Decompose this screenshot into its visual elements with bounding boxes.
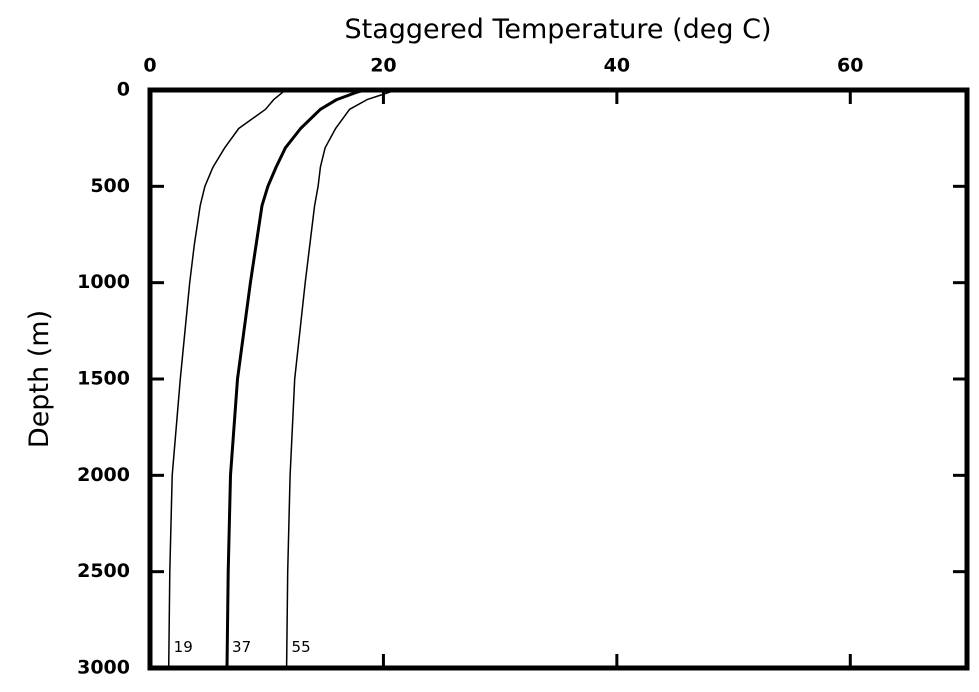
series-label: 19 xyxy=(174,638,193,656)
y-tick-label: 2000 xyxy=(77,464,130,486)
x-tick-label: 0 xyxy=(143,55,156,77)
x-tick-label: 20 xyxy=(370,55,396,77)
y-tick-label: 500 xyxy=(90,175,130,197)
x-tick-label: 40 xyxy=(604,55,630,77)
x-tick-label: 60 xyxy=(837,55,863,77)
profile-line xyxy=(167,89,291,669)
series-label: 55 xyxy=(292,638,311,656)
chart-title: Staggered Temperature (deg C) xyxy=(344,14,771,45)
profile-line xyxy=(225,88,366,669)
y-tick-label: 2500 xyxy=(77,560,130,582)
y-tick-label: 3000 xyxy=(77,657,130,679)
y-tick-label: 0 xyxy=(117,79,130,101)
y-tick-label: 1500 xyxy=(77,368,130,390)
y-tick-label: 1000 xyxy=(77,271,130,293)
y-axis-title: Depth (m) xyxy=(24,310,55,448)
profile-line xyxy=(285,89,400,669)
series-label: 37 xyxy=(232,638,251,656)
